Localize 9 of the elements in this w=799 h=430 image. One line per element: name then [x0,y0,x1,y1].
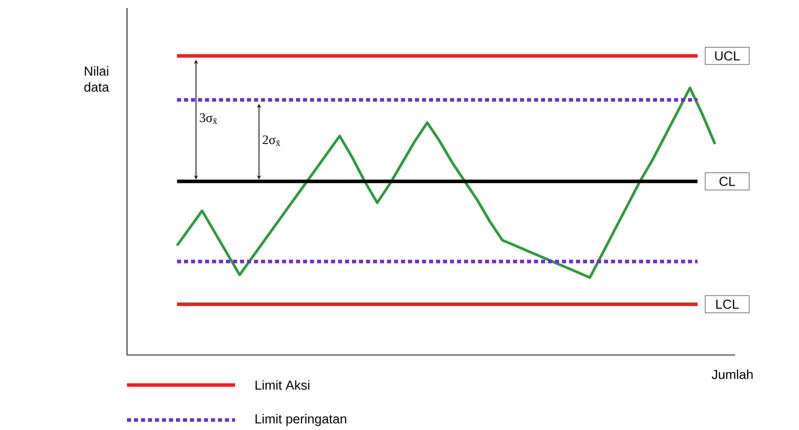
x-axis-title: Jumlah [712,369,753,379]
text: Limit Aksi [256,380,310,390]
ref-line-label: CL [720,176,736,186]
text: Limit peringatan [256,414,346,426]
ref-line-label: LCL [716,299,739,309]
y-axis-title: Nilai data [84,66,110,92]
ref-line-label: UCL [715,51,740,60]
annotation: 2σ$_{x̄}$ [262,135,280,146]
annotation: 3σ$_{x̄}$ [200,113,218,124]
